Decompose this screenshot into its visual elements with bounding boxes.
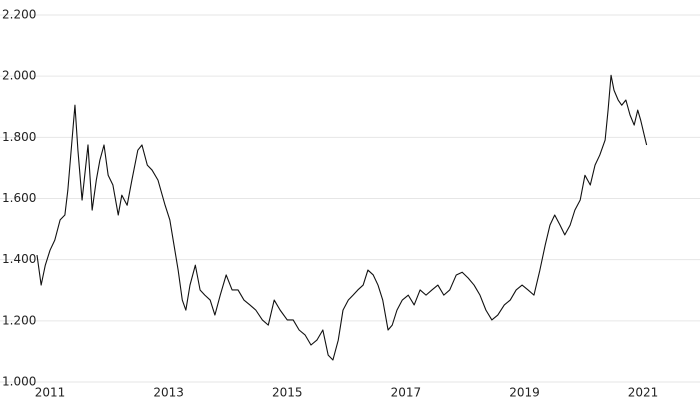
y-tick-label: 1.400	[2, 252, 36, 266]
y-tick-label: 1.800	[2, 130, 36, 144]
y-tick-label: 2.000	[2, 69, 36, 83]
y-tick-label: 1.200	[2, 313, 36, 327]
x-tick-label: 2017	[391, 386, 422, 400]
x-tick-label: 2015	[272, 386, 303, 400]
y-tick-label: 1.600	[2, 191, 36, 205]
x-tick-label: 2013	[153, 386, 184, 400]
x-tick-label: 2019	[509, 386, 540, 400]
y-tick-label: 2.200	[2, 8, 36, 22]
x-tick-label: 2021	[628, 386, 659, 400]
price-line	[36, 74, 648, 361]
y-tick-label: 1.000	[2, 375, 36, 389]
x-tick-label: 2011	[35, 386, 66, 400]
